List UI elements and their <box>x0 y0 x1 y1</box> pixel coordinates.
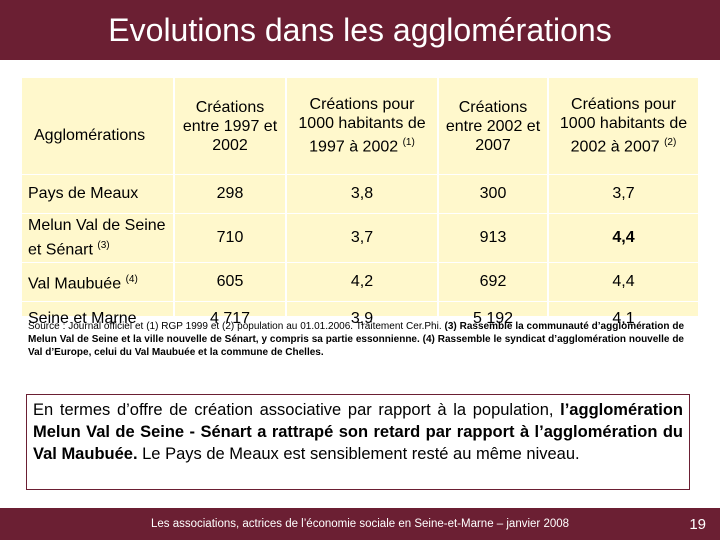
row-name: Val Maubuée (4) <box>22 262 174 302</box>
summary-bold-text: l’agglomération Melun Val de Seine - Sén… <box>33 401 683 463</box>
footer-text: Les associations, actrices de l’économie… <box>150 518 570 530</box>
table-cell: 692 <box>437 262 548 302</box>
slide-title: Evolutions dans les agglomérations <box>108 12 612 48</box>
footer-bar: Les associations, actrices de l’économie… <box>0 508 720 540</box>
table-cell-highlight: 4,4 <box>547 213 698 263</box>
column-header: Créations pour 1000 habitants de 1997 à … <box>285 78 438 175</box>
table-row: Pays de Meaux 298 3,8 300 3,7 <box>22 174 698 214</box>
table-cell: 605 <box>173 262 286 302</box>
table-cell: 4,2 <box>285 262 438 302</box>
column-header: Créations entre 1997 et 2002 <box>173 78 286 175</box>
table-cell: 3,8 <box>285 174 438 214</box>
table-header-row: Agglomérations Créations entre 1997 et 2… <box>22 78 698 175</box>
column-header: Agglomérations <box>22 78 174 175</box>
summary-box: En termes d’offre de création associativ… <box>26 394 690 490</box>
table-cell: 4,1 <box>547 301 698 337</box>
source-note: Source : Journal officiel et (1) RGP 199… <box>28 320 684 359</box>
table-cell: 3,7 <box>285 213 438 263</box>
summary-text: En termes d’offre de création associativ… <box>33 401 561 419</box>
table-cell: 4 717 <box>173 301 286 337</box>
table-cell: 3,7 <box>547 174 698 214</box>
row-name: Seine et Marne <box>22 301 174 337</box>
summary-text-end: Le Pays de Meaux est sensiblement resté … <box>137 445 580 463</box>
table-row: Seine et Marne 4 717 3,9 5 192 4,1 <box>22 301 698 337</box>
table-cell: 710 <box>173 213 286 263</box>
table-cell: 5 192 <box>437 301 548 337</box>
table-cell: 300 <box>437 174 548 214</box>
page-number: 19 <box>689 516 706 533</box>
source-plain: Source : Journal officiel et (1) RGP 199… <box>28 321 445 332</box>
data-table: Agglomérations Créations entre 1997 et 2… <box>22 78 698 337</box>
table-row: Val Maubuée (4) 605 4,2 692 4,4 <box>22 262 698 302</box>
table-cell: 4,4 <box>547 262 698 302</box>
table-cell: 298 <box>173 174 286 214</box>
row-name: Melun Val de Seine et Sénart (3) <box>22 213 174 263</box>
slide-title-bar: Evolutions dans les agglomérations <box>0 0 720 60</box>
row-name: Pays de Meaux <box>22 174 174 214</box>
table-cell: 3,9 <box>285 301 438 337</box>
source-bold: (3) Rassemble la communauté d’agglomérat… <box>28 321 685 358</box>
table-cell: 913 <box>437 213 548 263</box>
data-table-container: Agglomérations Créations entre 1997 et 2… <box>22 78 698 337</box>
table-row: Melun Val de Seine et Sénart (3) 710 3,7… <box>22 213 698 263</box>
column-header: Créations pour 1000 habitants de 2002 à … <box>547 78 698 175</box>
column-header: Créations entre 2002 et 2007 <box>437 78 548 175</box>
